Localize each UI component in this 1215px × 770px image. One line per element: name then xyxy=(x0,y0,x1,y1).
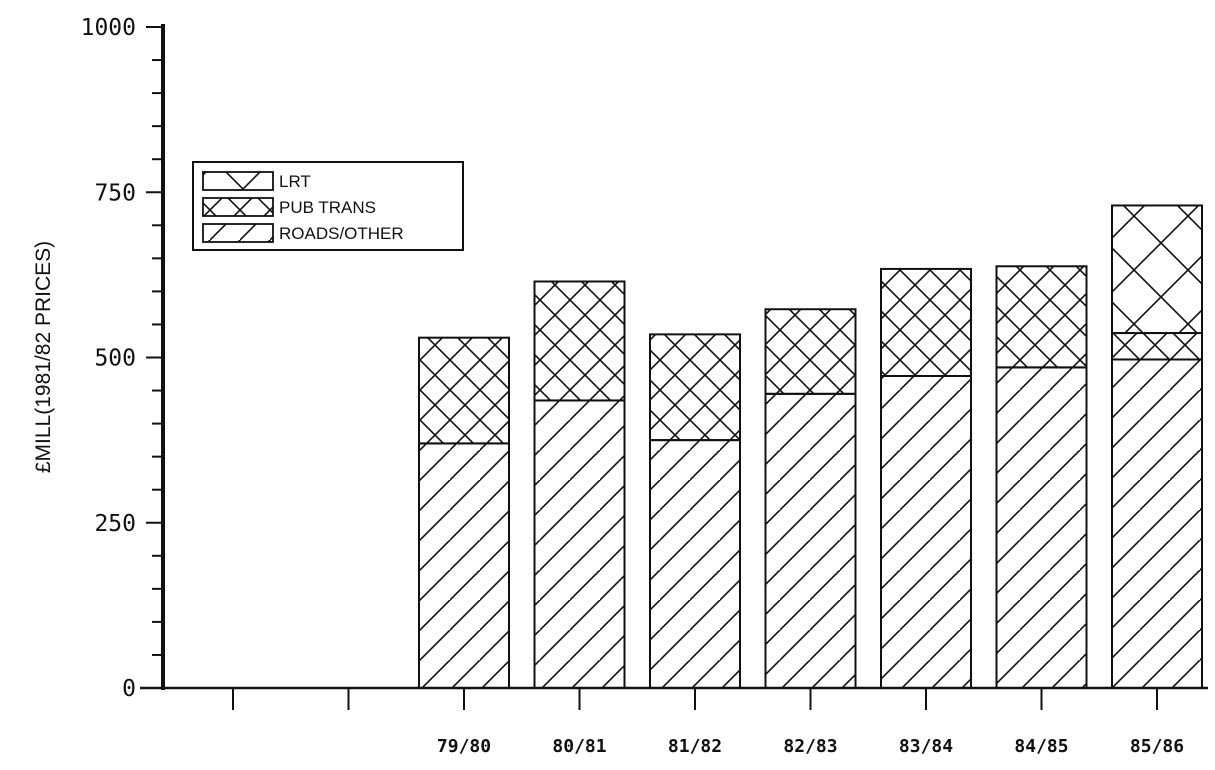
y-axis-label: £MILL(1981/82 PRICES) xyxy=(32,241,55,473)
bars-layer xyxy=(418,204,1203,689)
bar-segment-pub-trans xyxy=(649,333,741,442)
y-tick-label: 0 xyxy=(122,676,136,702)
legend-swatch xyxy=(202,171,274,191)
bar-segment-pub-trans xyxy=(533,280,626,402)
x-axis-ticks: 79/80 80/81 81/82 82/83 83/84 84/85 85/86 xyxy=(232,688,1184,757)
y-tick-label: 250 xyxy=(94,511,136,537)
legend-label: PUB TRANS xyxy=(279,198,376,217)
y-tick-label: 500 xyxy=(94,346,136,372)
legend-swatch xyxy=(202,197,274,217)
bar-segment-roads-other xyxy=(418,442,510,689)
bar-group xyxy=(533,280,626,689)
legend-items: LRT PUB TRANS ROADS/OTHER xyxy=(202,171,404,243)
bar-group xyxy=(880,267,972,689)
x-tick-label: 79/80 xyxy=(437,736,491,757)
y-tick-label: 1000 xyxy=(81,15,136,41)
bar-segment-roads-other xyxy=(880,375,972,689)
bar-segment-roads-other xyxy=(995,366,1088,689)
bar-segment-pub-trans xyxy=(995,265,1088,369)
x-tick-label: 84/85 xyxy=(1014,736,1068,757)
bar-group xyxy=(418,336,510,689)
bar-group xyxy=(764,308,857,689)
bar-segment-roads-other xyxy=(533,399,626,689)
legend: LRT PUB TRANS ROADS/OTHER xyxy=(192,161,464,251)
bar-segment-roads-other xyxy=(764,392,857,689)
x-tick-label: 85/86 xyxy=(1130,736,1184,757)
bar-group xyxy=(1111,204,1203,689)
bar-group xyxy=(649,333,741,689)
x-tick-label: 82/83 xyxy=(783,736,837,757)
x-tick-label: 80/81 xyxy=(552,736,606,757)
bar-segment-pub-trans xyxy=(764,308,857,395)
legend-label: LRT xyxy=(279,172,311,191)
y-axis-ticks: 0 250 500 750 1000 xyxy=(81,15,163,702)
x-tick-label: 83/84 xyxy=(899,736,953,757)
bar-segment-lrt xyxy=(1111,204,1203,335)
legend-swatch xyxy=(202,223,274,243)
legend-label: ROADS/OTHER xyxy=(279,224,404,243)
bar-segment-pub-trans xyxy=(880,267,972,378)
bar-segment-roads-other xyxy=(649,439,741,689)
x-tick-label: 81/82 xyxy=(668,736,722,757)
y-tick-label: 750 xyxy=(94,180,136,206)
bar-segment-roads-other xyxy=(1111,358,1203,689)
bar-segment-pub-trans xyxy=(418,336,510,445)
bar-group xyxy=(995,265,1088,689)
bar-segment-pub-trans xyxy=(1111,332,1203,361)
